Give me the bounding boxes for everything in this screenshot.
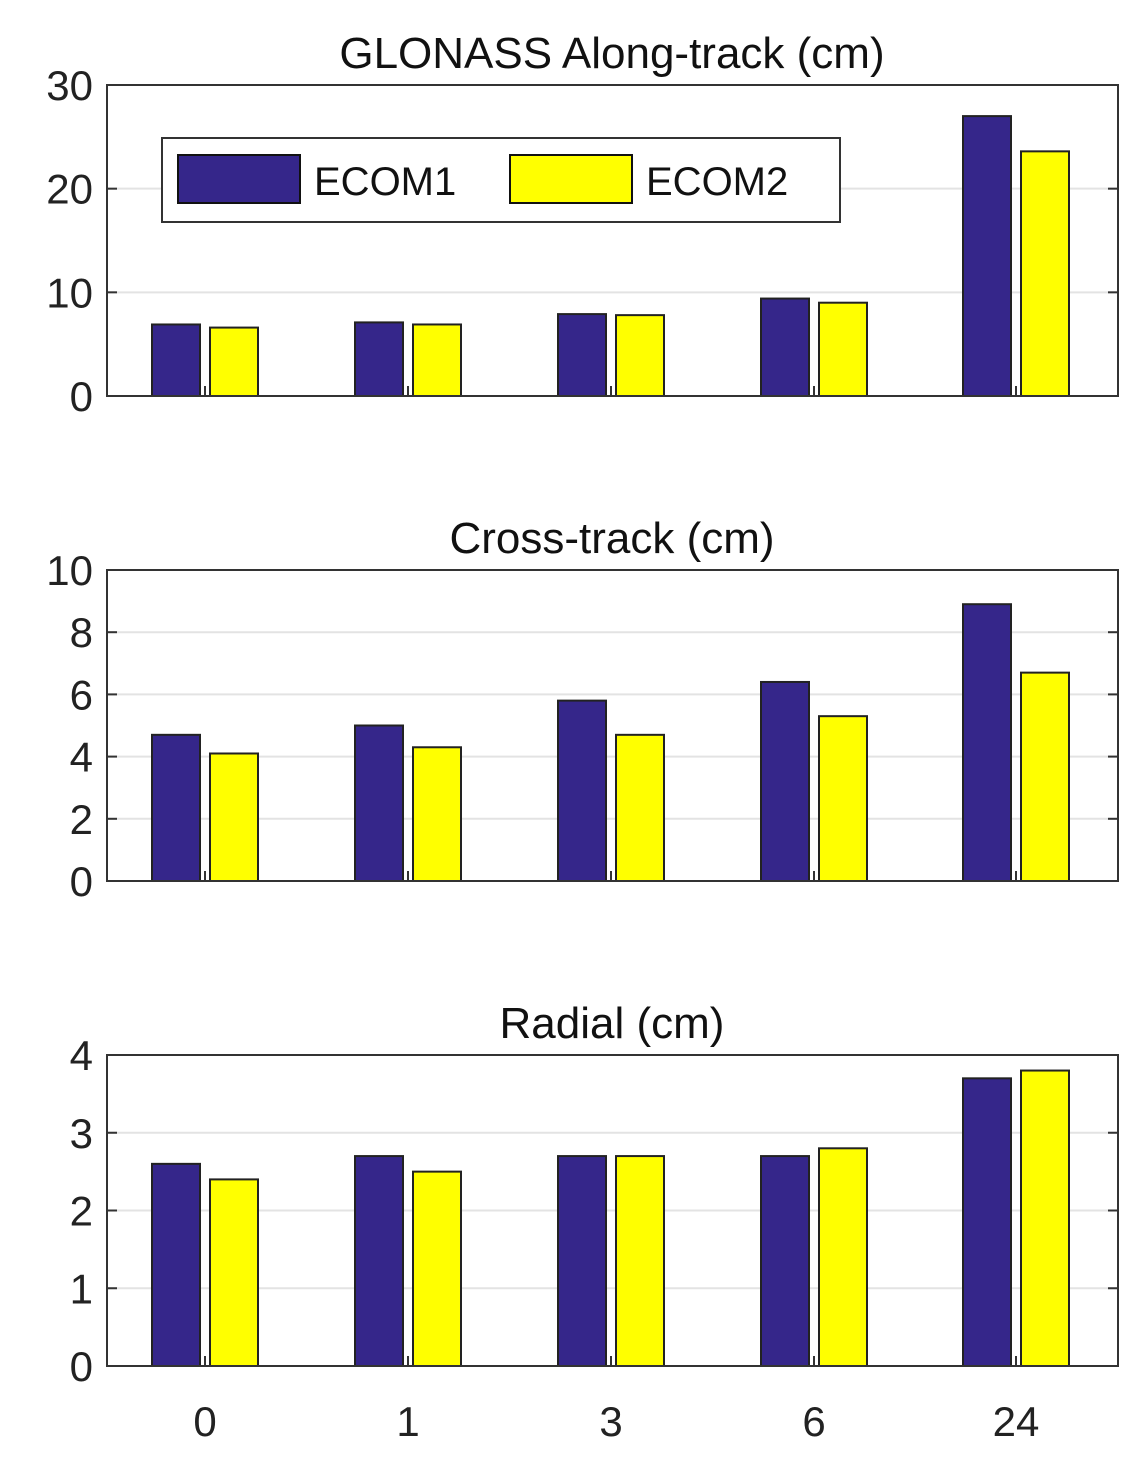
bar-ecom2-1	[412, 323, 462, 397]
bar-ecom1-0	[151, 323, 201, 397]
legend: ECOM1 ECOM2	[161, 137, 841, 223]
y-tick-label: 0	[70, 1343, 93, 1390]
y-tick-label: 2	[70, 1188, 93, 1235]
plot-frame	[106, 1054, 1119, 1367]
bar-ecom1-24	[962, 603, 1012, 883]
bar-ecom1-1	[354, 1155, 404, 1367]
bar-ecom1-1	[354, 724, 404, 882]
x-tick-label: 24	[993, 1398, 1040, 1445]
bar-ecom2-1	[412, 1170, 462, 1367]
bar-ecom2-3	[615, 733, 665, 883]
y-tick-label: 0	[70, 373, 93, 420]
bar-ecom2-0	[209, 326, 259, 397]
bar-ecom1-24	[962, 115, 1012, 397]
panel-along-track: GLONASS Along-track (cm) 0 10 20 30 ECOM1 E…	[46, 29, 1119, 420]
plot-frame	[106, 84, 1119, 397]
y-tick-label: 3	[70, 1110, 93, 1157]
legend-label-ecom2: ECOM2	[646, 160, 788, 204]
panel-cross-track: Cross-track (cm) 0 2 4 6 8 10	[46, 514, 1119, 905]
bar-ecom1-6	[760, 1155, 810, 1367]
panel-title-radial: Radial (cm)	[500, 999, 725, 1048]
panel-title-cross-track: Cross-track (cm)	[449, 514, 774, 563]
bar-ecom2-3	[615, 1155, 665, 1367]
y-tick-label: 6	[70, 671, 93, 718]
bar-ecom1-3	[557, 313, 607, 397]
y-tick-label: 4	[70, 734, 93, 781]
x-tick-label: 3	[599, 1398, 622, 1445]
bar-ecom1-0	[151, 1162, 201, 1367]
bar-ecom2-0	[209, 1178, 259, 1368]
legend-swatch-ecom2	[509, 154, 633, 204]
y-tick-label: 4	[70, 1032, 93, 1079]
bar-ecom1-6	[760, 297, 810, 398]
bar-ecom2-24	[1020, 150, 1070, 397]
y-tick-label: 10	[46, 547, 93, 594]
legend-swatch-ecom1	[177, 154, 301, 204]
plot-frame	[106, 569, 1119, 882]
bar-ecom1-24	[962, 1077, 1012, 1367]
y-tick-label: 20	[46, 166, 93, 213]
bar-ecom2-3	[615, 314, 665, 398]
bar-ecom2-24	[1020, 671, 1070, 882]
x-tick-label: 0	[193, 1398, 216, 1445]
bar-ecom1-6	[760, 680, 810, 883]
bar-ecom2-0	[209, 752, 259, 882]
y-tick-label: 2	[70, 796, 93, 843]
bar-ecom2-6	[818, 1147, 868, 1368]
bar-ecom2-6	[818, 715, 868, 882]
bar-ecom1-3	[557, 699, 607, 882]
y-tick-label: 0	[70, 858, 93, 905]
bar-ecom2-1	[412, 746, 462, 883]
bar-ecom1-1	[354, 321, 404, 397]
y-tick-label: 10	[46, 269, 93, 316]
y-tick-label: 8	[70, 609, 93, 656]
bar-ecom2-6	[818, 301, 868, 398]
bar-ecom2-24	[1020, 1069, 1070, 1368]
y-tick-label: 30	[46, 62, 93, 109]
x-tick-label: 6	[802, 1398, 825, 1445]
bar-ecom1-3	[557, 1155, 607, 1367]
y-tick-label: 1	[70, 1265, 93, 1312]
bar-ecom1-0	[151, 733, 201, 883]
panel-title-along-track: GLONASS Along-track (cm)	[339, 29, 884, 78]
x-tick-label: 1	[396, 1398, 419, 1445]
legend-label-ecom1: ECOM1	[314, 160, 456, 204]
panel-radial: Radial (cm) 0 1 2 3 4 0 1 3 6 24	[70, 999, 1119, 1445]
